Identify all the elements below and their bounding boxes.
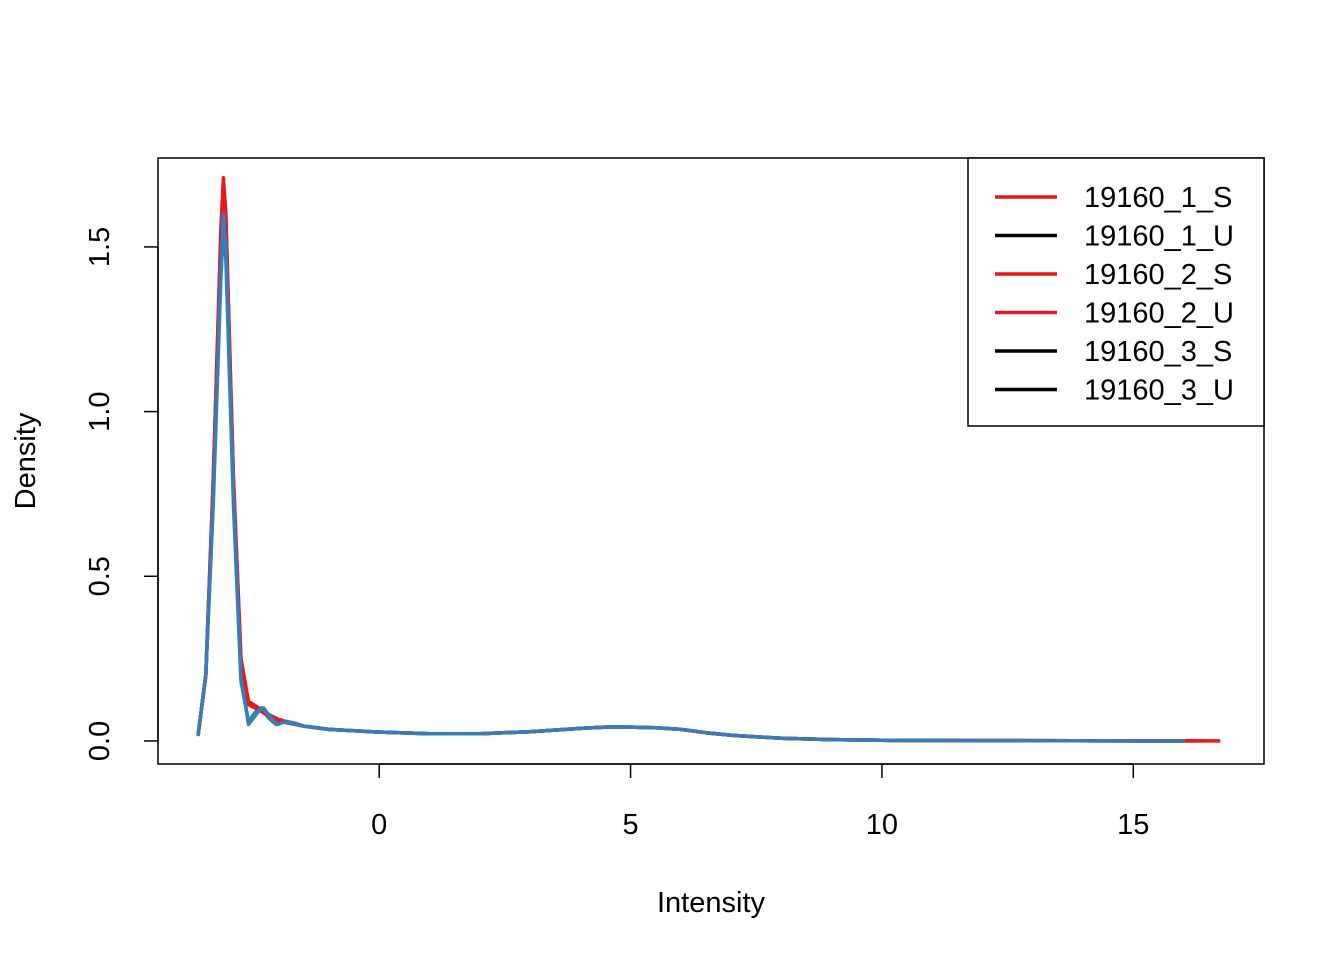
x-tick-label: 15 <box>1117 809 1149 841</box>
legend-label: 19160_2_S <box>1084 259 1232 291</box>
legend: 19160_1_S 19160_1_U 19160_2_S 19160_2_U 1916… <box>967 157 1265 427</box>
legend-label: 19160_1_U <box>1084 221 1234 253</box>
y-tick-label: 1.5 <box>84 227 116 267</box>
legend-box <box>967 157 1265 427</box>
y-axis-label: Density <box>10 412 42 509</box>
y-tick-label: 1.0 <box>84 391 116 431</box>
x-tick-label: 0 <box>371 809 387 841</box>
series-line-6 <box>196 212 1186 743</box>
y-axis: 0.0 0.5 1.0 1.5 <box>84 227 159 761</box>
legend-label: 19160_3_U <box>1084 375 1234 407</box>
x-axis: 0 5 10 15 <box>371 763 1149 841</box>
series-layer <box>196 176 1221 743</box>
legend-label: 19160_1_S <box>1084 182 1232 214</box>
legend-label: 19160_3_S <box>1084 336 1232 368</box>
y-tick-label: 0.5 <box>84 556 116 596</box>
legend-label: 19160_2_U <box>1084 298 1234 330</box>
x-tick-label: 10 <box>866 809 898 841</box>
x-tick-label: 5 <box>622 809 638 841</box>
x-axis-label: Intensity <box>657 887 765 919</box>
y-tick-label: 0.0 <box>84 721 116 761</box>
